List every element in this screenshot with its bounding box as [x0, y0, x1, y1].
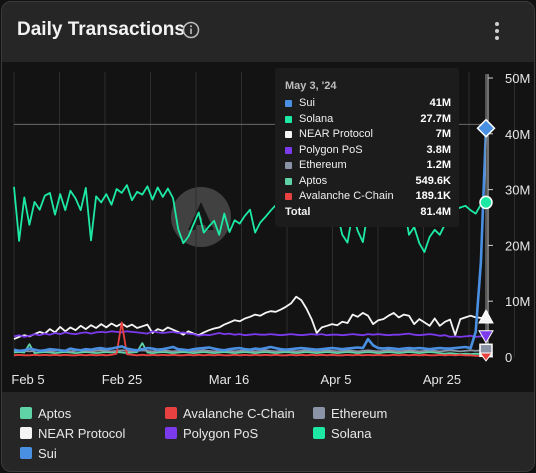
tooltip-series-value: 7M	[435, 128, 451, 140]
series-line-polygon-pos[interactable]	[13, 330, 487, 338]
tooltip-series-name: NEAR Protocol	[299, 128, 373, 140]
tooltip-total-label: Total	[285, 206, 311, 218]
legend-label: Aptos	[38, 406, 72, 421]
tooltip-series-value: 189.1K	[415, 190, 451, 202]
legend-label: NEAR Protocol	[38, 426, 126, 441]
marker-avalanche-c-chain	[479, 352, 493, 362]
y-tick-label: 30M	[505, 183, 530, 198]
legend-swatch	[165, 407, 177, 419]
y-tick-label: 10M	[505, 294, 530, 309]
more-vertical-icon[interactable]	[492, 20, 502, 42]
marker-polygon-pos	[478, 330, 494, 344]
tooltip-series-value: 549.6K	[415, 174, 451, 187]
legend-swatch	[313, 427, 325, 439]
legend-swatch	[165, 427, 177, 439]
legend-label: Sui	[38, 446, 57, 461]
tooltip-series-name: Polygon PoS	[299, 143, 363, 156]
legend-swatch	[20, 427, 32, 439]
series-line-aptos[interactable]	[13, 342, 486, 356]
chart-legend: Aptos Avalanche C-Chain Ethereum NEAR Proto…	[2, 402, 534, 462]
x-tick-label: Feb 25	[102, 372, 142, 387]
legend-label: Solana	[331, 426, 372, 441]
tooltip-series-name: Sui	[299, 97, 315, 109]
tooltip-series-name: Solana	[299, 112, 334, 125]
y-tick-label: 20M	[505, 238, 530, 253]
tooltip-row: Solana 27.7M	[285, 113, 451, 126]
tooltip-series-name: Ethereum	[299, 159, 347, 171]
y-tick-label: 0	[505, 350, 512, 365]
tooltip-swatch	[285, 193, 292, 200]
marker-near-protocol	[478, 308, 494, 324]
tooltip-row: Avalanche C-Chain 189.1K	[285, 190, 451, 203]
legend-label: Avalanche C-Chain	[183, 406, 295, 421]
tooltip-swatch	[285, 115, 292, 123]
series-line-near-protocol[interactable]	[13, 295, 486, 340]
tooltip-series-value: 41M	[429, 97, 451, 109]
tooltip-series-value: 3.8M	[426, 143, 451, 156]
tooltip-row: NEAR Protocol 7M	[285, 128, 451, 141]
tooltip-series-value: 1.2M	[426, 159, 451, 171]
chart-tooltip: May 3, '24 Sui 41M Solana 27.7M NEAR Protoco…	[275, 68, 459, 227]
tooltip-series-value: 27.7M	[420, 112, 451, 125]
legend-label: Polygon PoS	[183, 426, 259, 441]
chart-plot-area[interactable]: 0 10M 20M 30M 40M 50M Feb 5 Feb 25 Mar 16 Apr 5 Ap…	[2, 62, 534, 392]
tooltip-total-value: 81.4M	[420, 206, 451, 218]
x-tick-label: Feb 5	[11, 372, 44, 387]
tooltip-row: Polygon PoS 3.8M	[285, 144, 451, 157]
legend-swatch	[313, 407, 325, 419]
tooltip-row: Ethereum 1.2M	[285, 159, 451, 172]
legend-swatch	[20, 407, 32, 419]
legend-swatch	[20, 447, 32, 459]
tooltip-series-name: Aptos	[299, 174, 328, 187]
x-tick-label: Apr 5	[320, 372, 351, 387]
y-tick-label: 50M	[505, 71, 530, 86]
tooltip-row: Sui 41M	[285, 97, 451, 110]
legend-label: Ethereum	[331, 406, 388, 421]
marker-sui	[476, 118, 496, 138]
tooltip-swatch	[285, 131, 292, 138]
y-tick-label: 40M	[505, 127, 530, 142]
tooltip-row: Aptos 549.6K	[285, 175, 451, 188]
tooltip-swatch	[285, 177, 292, 185]
tooltip-date: May 3, '24	[285, 80, 337, 92]
series-line-sui[interactable]	[13, 128, 488, 353]
tooltip-series-name: Avalanche C-Chain	[299, 190, 394, 202]
tooltip-swatch	[285, 146, 292, 154]
tooltip-total-row: Total 81.4M	[285, 206, 451, 219]
marker-solana	[479, 195, 493, 210]
chart-title: Daily Transactions	[17, 19, 185, 40]
series-line-avalanche-c-chain[interactable]	[13, 321, 486, 357]
tooltip-swatch	[285, 162, 292, 169]
info-circle-icon[interactable]	[182, 21, 200, 39]
tooltip-swatch	[285, 100, 292, 107]
x-tick-label: Mar 16	[209, 372, 249, 387]
x-tick-label: Apr 25	[423, 372, 461, 387]
